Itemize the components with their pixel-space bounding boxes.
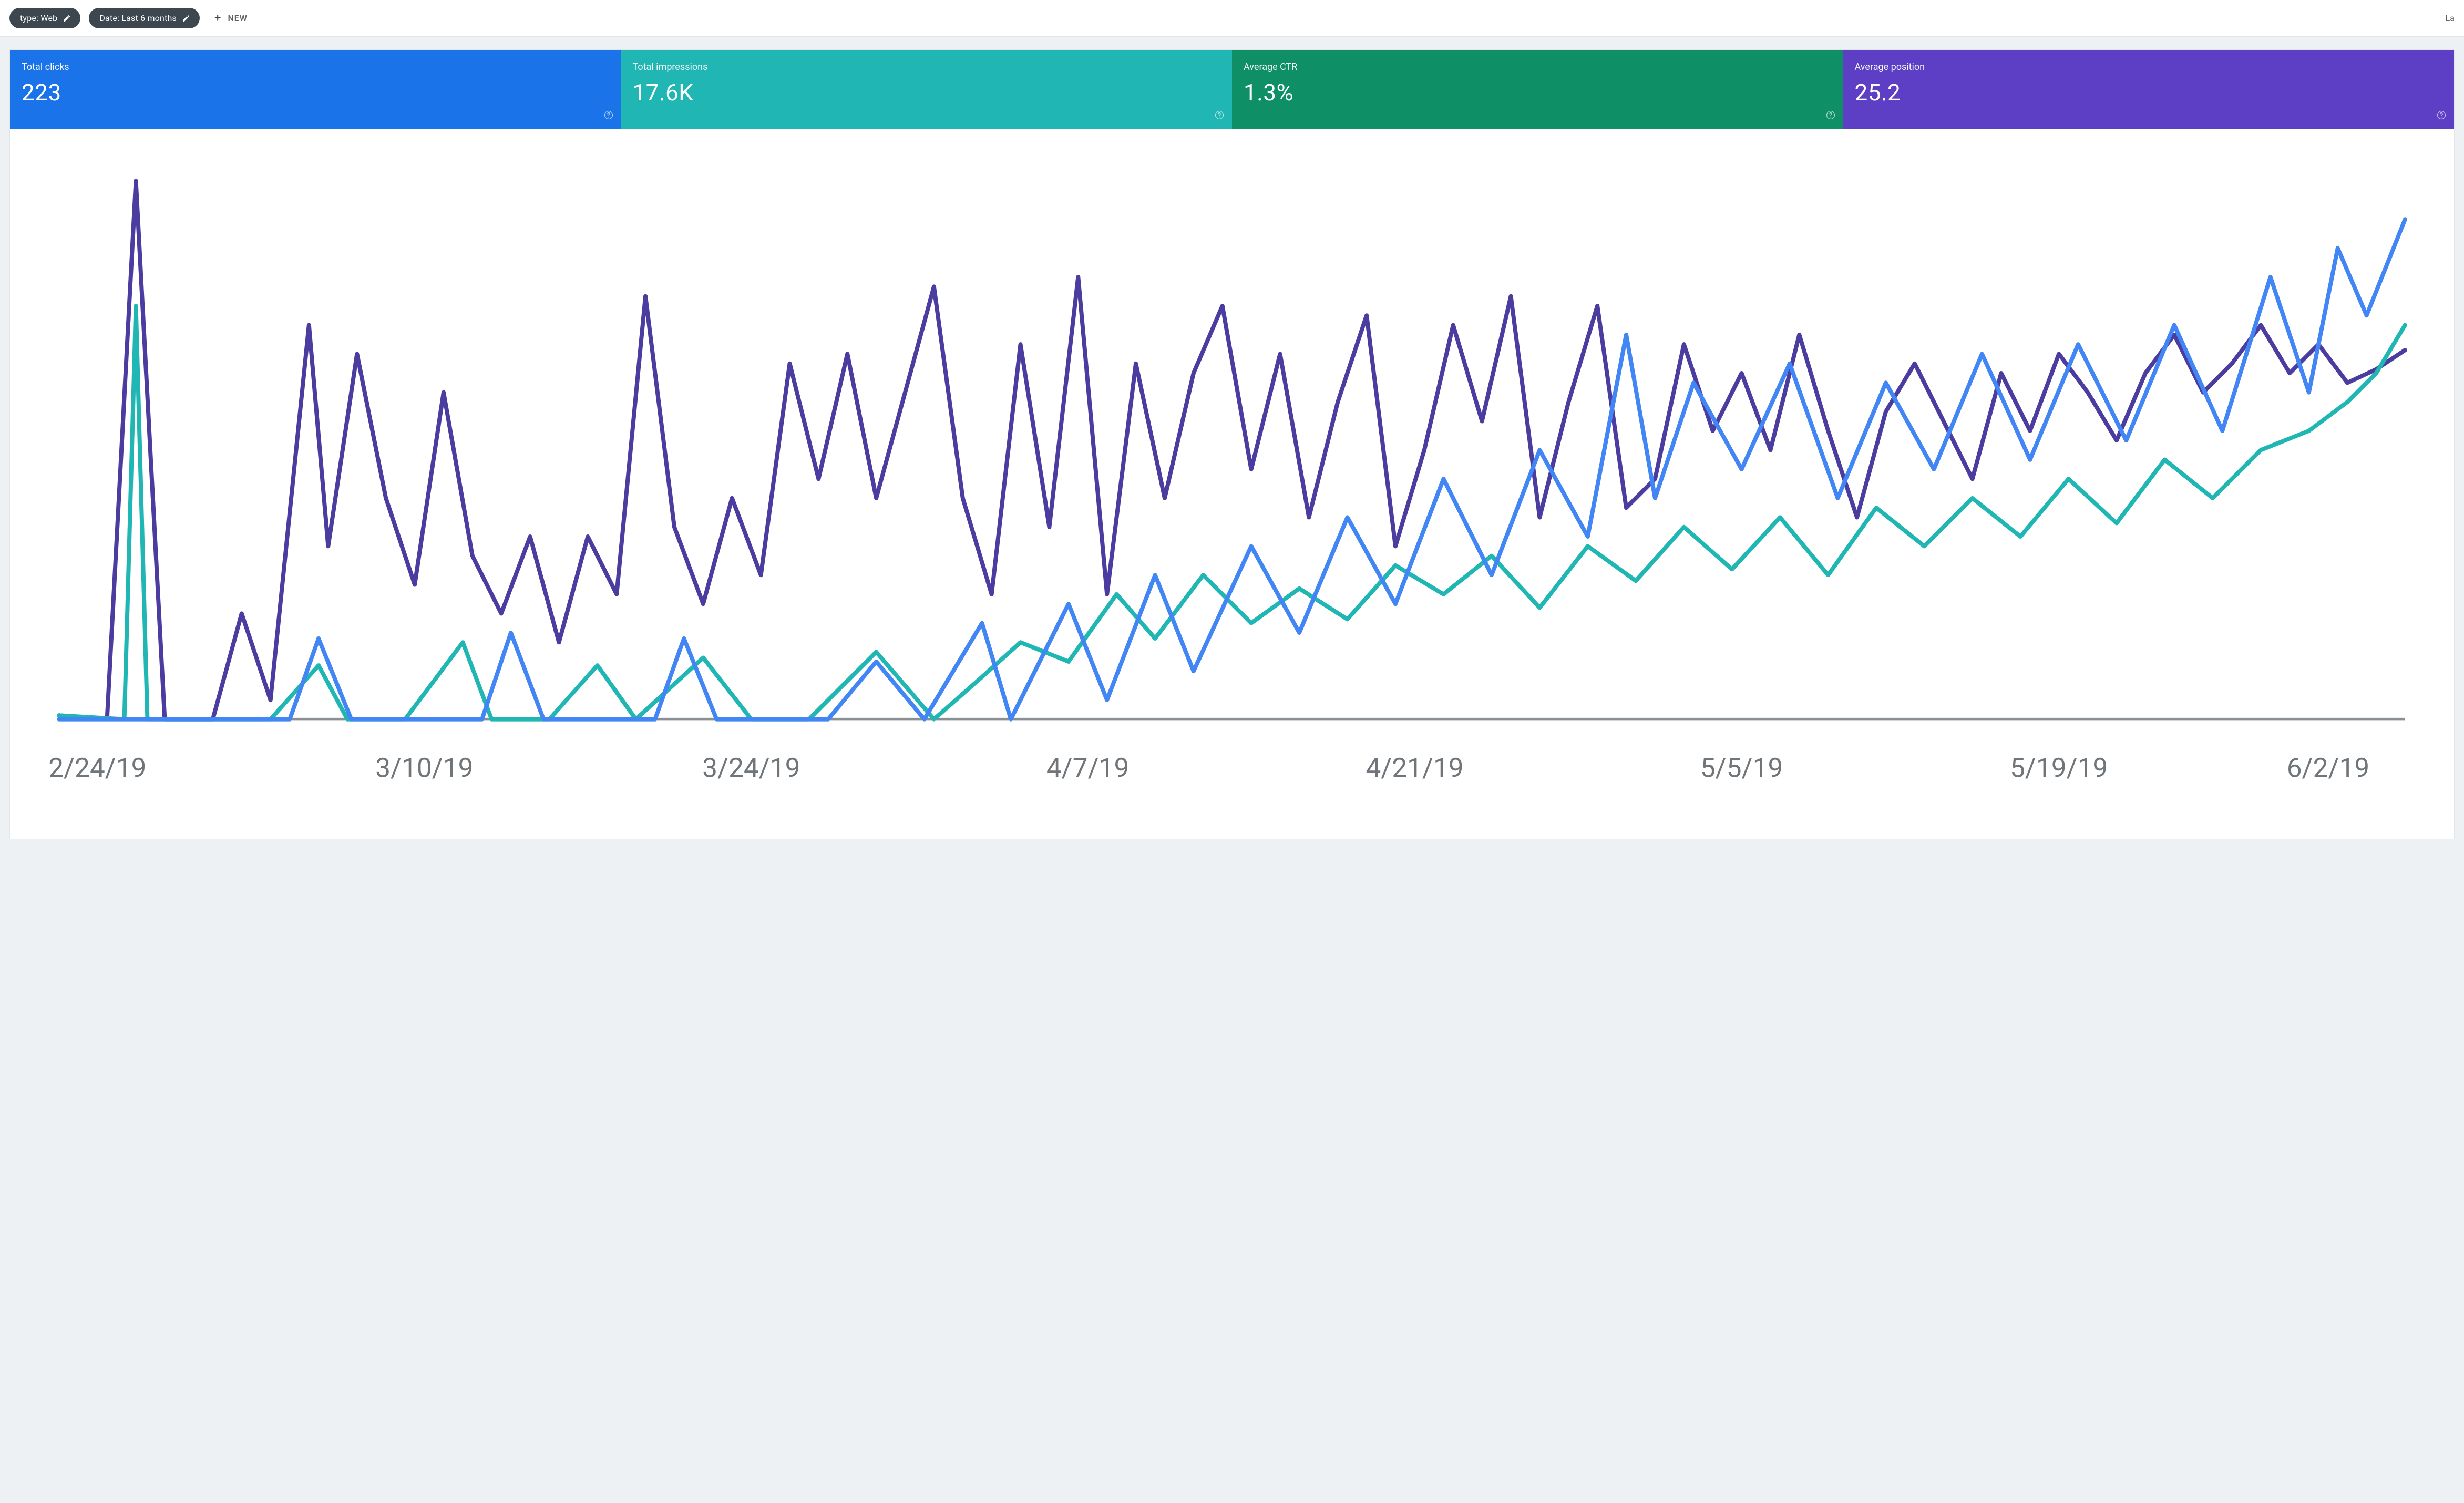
plus-icon: + (214, 12, 221, 25)
series-avg-position (59, 181, 2405, 719)
x-tick-label: 3/24/19 (702, 752, 800, 784)
x-tick-label: 5/5/19 (1700, 752, 1783, 784)
line-chart-svg: 2/24/19 3/10/19 3/24/19 4/7/19 4/21/19 5/5/19… (20, 142, 2444, 835)
pencil-icon (63, 14, 71, 23)
filter-chip-date[interactable]: Date: Last 6 months (89, 8, 200, 28)
x-tick-label: 4/7/19 (1046, 752, 1129, 784)
series-clicks (59, 219, 2405, 719)
add-filter-button[interactable]: + NEW (208, 7, 254, 29)
filter-chip-label: type: Web (20, 13, 57, 23)
add-filter-label: NEW (228, 13, 247, 23)
metric-title: Average CTR (1244, 61, 1832, 73)
x-tick-label: 6/2/19 (2287, 752, 2369, 784)
performance-card: Total clicks 223 Total impressions 17.6K Ave… (9, 49, 2455, 839)
metric-tile-average-ctr[interactable]: Average CTR 1.3% (1232, 50, 1843, 129)
filter-toolbar: type: Web Date: Last 6 months + NEW La (0, 0, 2464, 37)
metric-value: 17.6K (633, 79, 1221, 106)
help-icon[interactable] (1825, 110, 1836, 122)
x-tick-label: 5/19/19 (2010, 752, 2108, 784)
help-icon[interactable] (2436, 110, 2447, 122)
metric-tile-total-impressions[interactable]: Total impressions 17.6K (621, 50, 1233, 129)
metric-value: 1.3% (1244, 79, 1832, 106)
help-icon[interactable] (1214, 110, 1225, 122)
metric-title: Total impressions (633, 61, 1221, 73)
filter-chip-search-type[interactable]: type: Web (9, 8, 80, 28)
pencil-icon (182, 14, 190, 23)
x-tick-label: 4/21/19 (1366, 752, 1463, 784)
x-tick-label: 2/24/19 (48, 752, 146, 784)
metric-row: Total clicks 223 Total impressions 17.6K Ave… (10, 50, 2454, 129)
filter-chip-label: Date: Last 6 months (99, 13, 177, 23)
x-tick-label: 3/10/19 (375, 752, 473, 784)
metric-title: Average position (1855, 61, 2443, 73)
performance-chart: 2/24/19 3/10/19 3/24/19 4/7/19 4/21/19 5/5/19… (10, 129, 2454, 839)
metric-value: 25.2 (1855, 79, 2443, 106)
toolbar-right-text-truncated: La (2446, 13, 2455, 23)
metric-tile-average-position[interactable]: Average position 25.2 (1843, 50, 2455, 129)
help-icon[interactable] (603, 110, 614, 122)
metric-title: Total clicks (22, 61, 610, 73)
metric-tile-total-clicks[interactable]: Total clicks 223 (10, 50, 621, 129)
metric-value: 223 (22, 79, 610, 106)
